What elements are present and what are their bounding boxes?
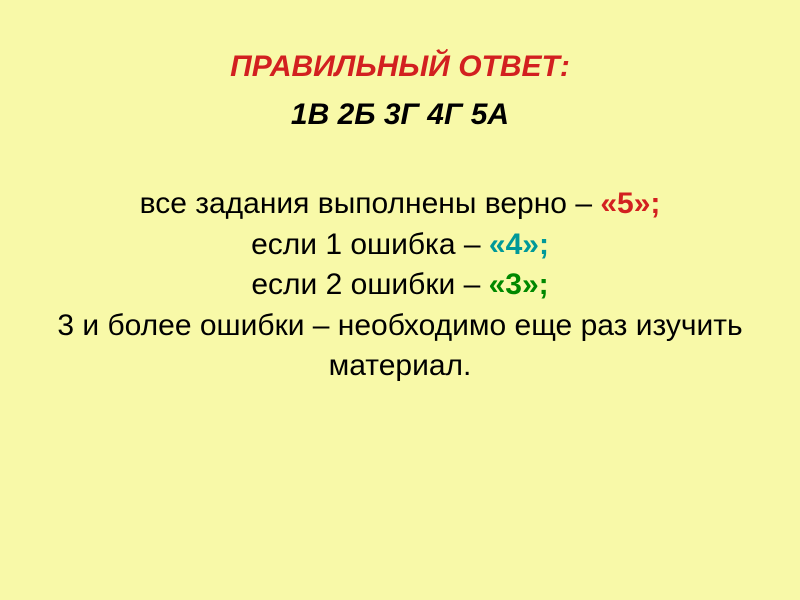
criteria-text-1: все задания выполнены верно – [140, 187, 601, 220]
slide-content: ПРАВИЛЬНЫЙ ОТВЕТ: 1В 2Б 3Г 4Г 5А все зад… [0, 0, 800, 387]
criteria-line-4: 3 и более ошибки – необходимо еще раз из… [0, 306, 800, 387]
criteria-text-3: если 2 ошибки – [251, 268, 488, 301]
answer-key: 1В 2Б 3Г 4Г 5А [291, 98, 509, 132]
criteria-line-3: если 2 ошибки – «3»; [0, 265, 800, 306]
criteria-line-2: если 1 ошибка – «4»; [0, 225, 800, 266]
grading-criteria: все задания выполнены верно – «5»; если … [0, 184, 800, 387]
grade-3-label: «3»; [489, 268, 549, 301]
grade-4-label: «4»; [489, 228, 549, 261]
grade-5-label: «5»; [600, 187, 660, 220]
criteria-text-2: если 1 ошибка – [251, 228, 489, 261]
slide-title: ПРАВИЛЬНЫЙ ОТВЕТ: [230, 50, 570, 84]
criteria-line-1: все задания выполнены верно – «5»; [0, 184, 800, 225]
